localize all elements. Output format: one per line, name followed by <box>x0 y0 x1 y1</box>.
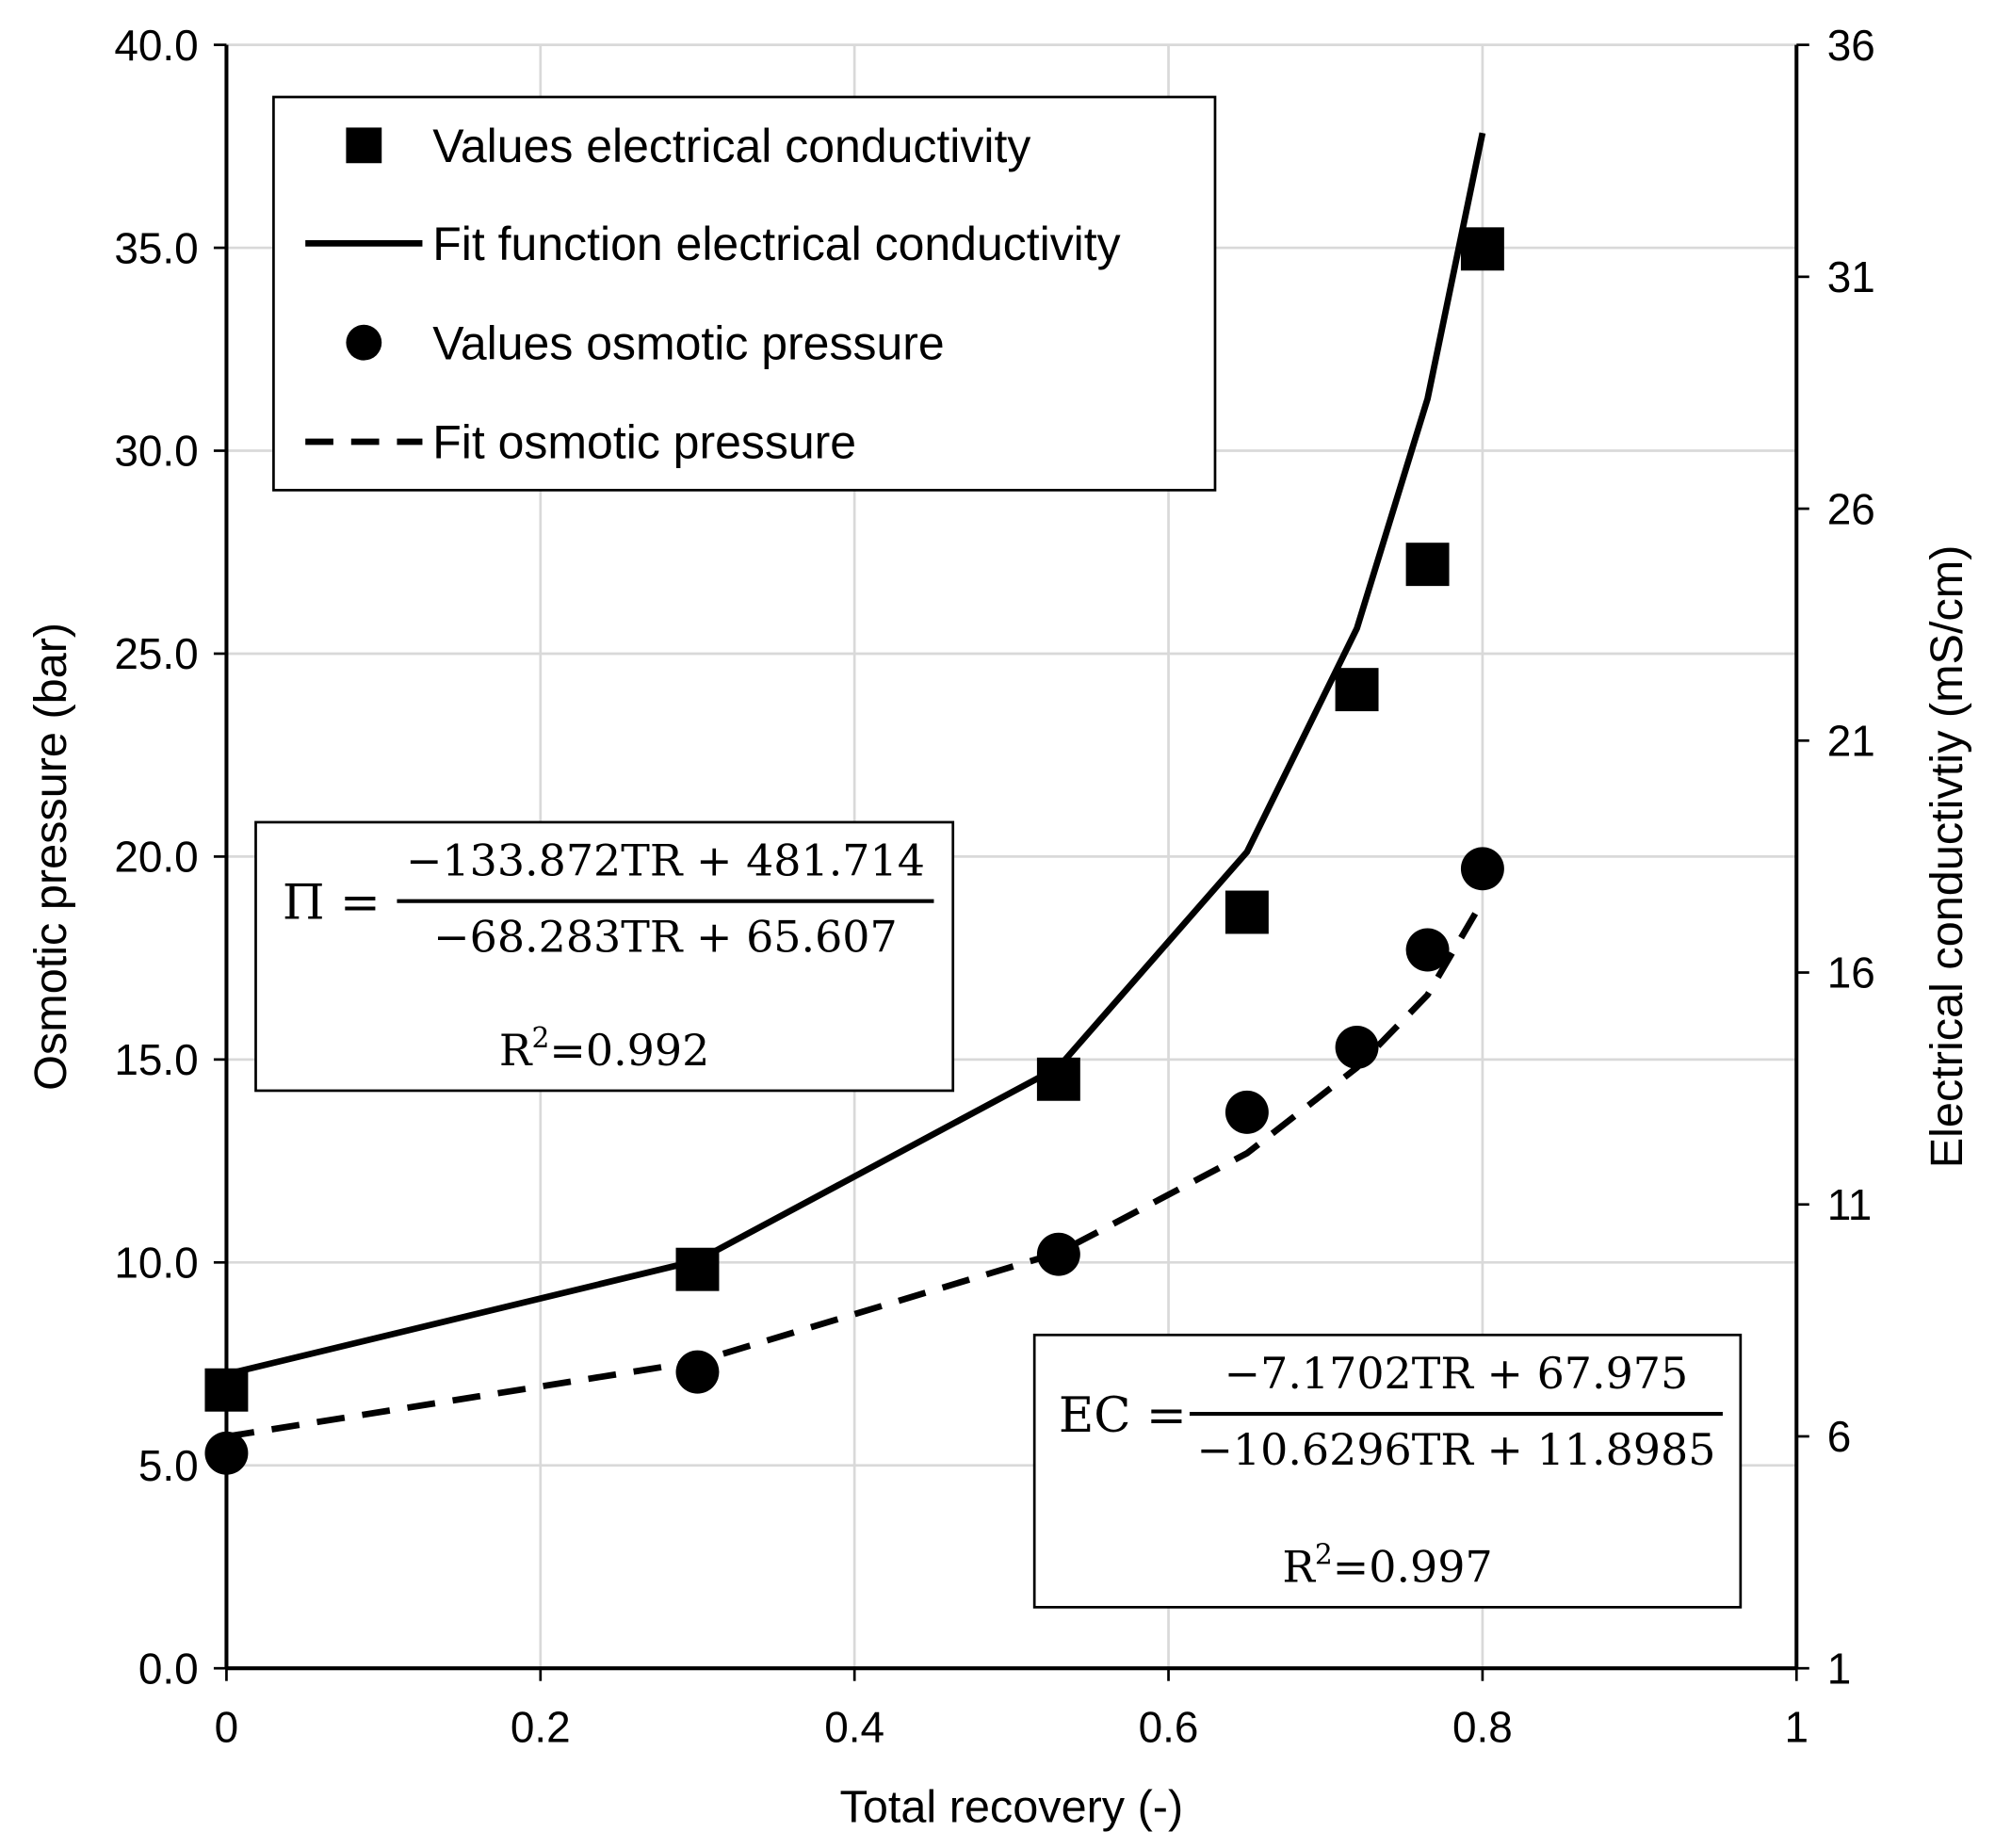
y2-axis-label: Electrical conductivtiy (mS/cm) <box>1922 545 1972 1169</box>
data-point-circle <box>1225 1090 1269 1134</box>
equation-denominator: −10.6296TR + 11.8985 <box>1196 1424 1715 1475</box>
equation-annotation-2: EC = −7.1702TR + 67.975 −10.6296TR + 11.89… <box>1032 1333 1743 1609</box>
y2-tick-label: 6 <box>1827 1412 1852 1461</box>
x-tick-label: 0.2 <box>511 1703 571 1752</box>
legend-entry-label: Fit osmotic pressure <box>432 416 856 469</box>
y-tick-label: 20.0 <box>114 833 198 882</box>
legend: Values electrical conductivity Fit functi… <box>272 95 1217 492</box>
y2-tick-label: 16 <box>1827 948 1875 997</box>
data-point-circle <box>1335 1025 1379 1069</box>
legend-entry-label: Values electrical conductivity <box>432 120 1030 172</box>
data-point-circle <box>1405 928 1450 972</box>
equation-annotation-1: Π = −133.872TR + 481.714 −68.283TR + 65.60… <box>254 820 955 1093</box>
r-squared-symbol: R <box>1282 1541 1316 1592</box>
x-tick-label: 1 <box>1785 1703 1809 1752</box>
equation-numerator: −133.872TR + 481.714 <box>406 835 925 886</box>
data-point-circle <box>1036 1232 1080 1276</box>
y2-tick-label: 11 <box>1827 1180 1873 1229</box>
legend-entry-label: Values osmotic pressure <box>432 316 944 369</box>
y-tick-label: 10.0 <box>114 1239 198 1288</box>
y2-tick-label: 31 <box>1827 252 1875 301</box>
data-point-square <box>1225 890 1269 934</box>
y2-tick-label: 21 <box>1827 717 1875 766</box>
x-tick-label: 0.6 <box>1139 1703 1199 1752</box>
equation-box <box>254 820 955 1093</box>
data-point-square <box>1405 543 1450 587</box>
r-squared-value: =0.992 <box>549 1025 709 1076</box>
data-point-circle <box>675 1350 720 1394</box>
legend-box <box>272 95 1217 492</box>
equation-lhs: EC = <box>1059 1387 1187 1444</box>
y-tick-label: 15.0 <box>114 1035 198 1084</box>
r-squared-value: =0.997 <box>1333 1541 1493 1592</box>
legend-entry-label: Fit function electrical conductivity <box>432 218 1120 270</box>
x-tick-label: 0.4 <box>824 1703 884 1752</box>
y-axis-label: Osmotic pressure (bar) <box>25 623 76 1091</box>
r-squared-symbol: R <box>499 1025 533 1076</box>
data-point-circle <box>204 1431 249 1475</box>
equation-numerator: −7.1702TR + 67.975 <box>1225 1348 1689 1399</box>
y-tick-label: 40.0 <box>114 21 198 70</box>
y-tick-label: 0.0 <box>138 1644 199 1693</box>
x-tick-label: 0.8 <box>1452 1703 1513 1752</box>
data-point-square <box>1460 227 1504 271</box>
r-squared-superscript: 2 <box>1315 1538 1333 1571</box>
data-point-square <box>675 1247 720 1291</box>
y2-tick-label: 1 <box>1827 1644 1852 1693</box>
data-point-circle <box>1460 847 1504 891</box>
y2-tick-label: 36 <box>1827 21 1875 70</box>
equation-box <box>1032 1333 1743 1609</box>
r-squared-label: R2=0.992 <box>499 1022 709 1076</box>
y-tick-label: 30.0 <box>114 427 198 476</box>
data-point-square <box>1335 668 1379 712</box>
y-tick-label: 35.0 <box>114 223 198 272</box>
r-squared-label: R2=0.997 <box>1282 1538 1492 1592</box>
legend-square-marker <box>346 127 382 164</box>
y2-tick-label: 26 <box>1827 484 1875 533</box>
legend-circle-marker <box>346 324 382 361</box>
data-point-square <box>1036 1057 1080 1101</box>
y-tick-label: 25.0 <box>114 629 198 678</box>
equation-denominator: −68.283TR + 65.607 <box>433 912 898 963</box>
x-tick-label: 0 <box>215 1703 239 1752</box>
equation-lhs: Π = <box>283 875 381 932</box>
r-squared-superscript: 2 <box>532 1022 550 1055</box>
x-axis-label: Total recovery (-) <box>840 1782 1184 1833</box>
data-point-square <box>204 1368 249 1412</box>
y-tick-label: 5.0 <box>138 1441 199 1490</box>
